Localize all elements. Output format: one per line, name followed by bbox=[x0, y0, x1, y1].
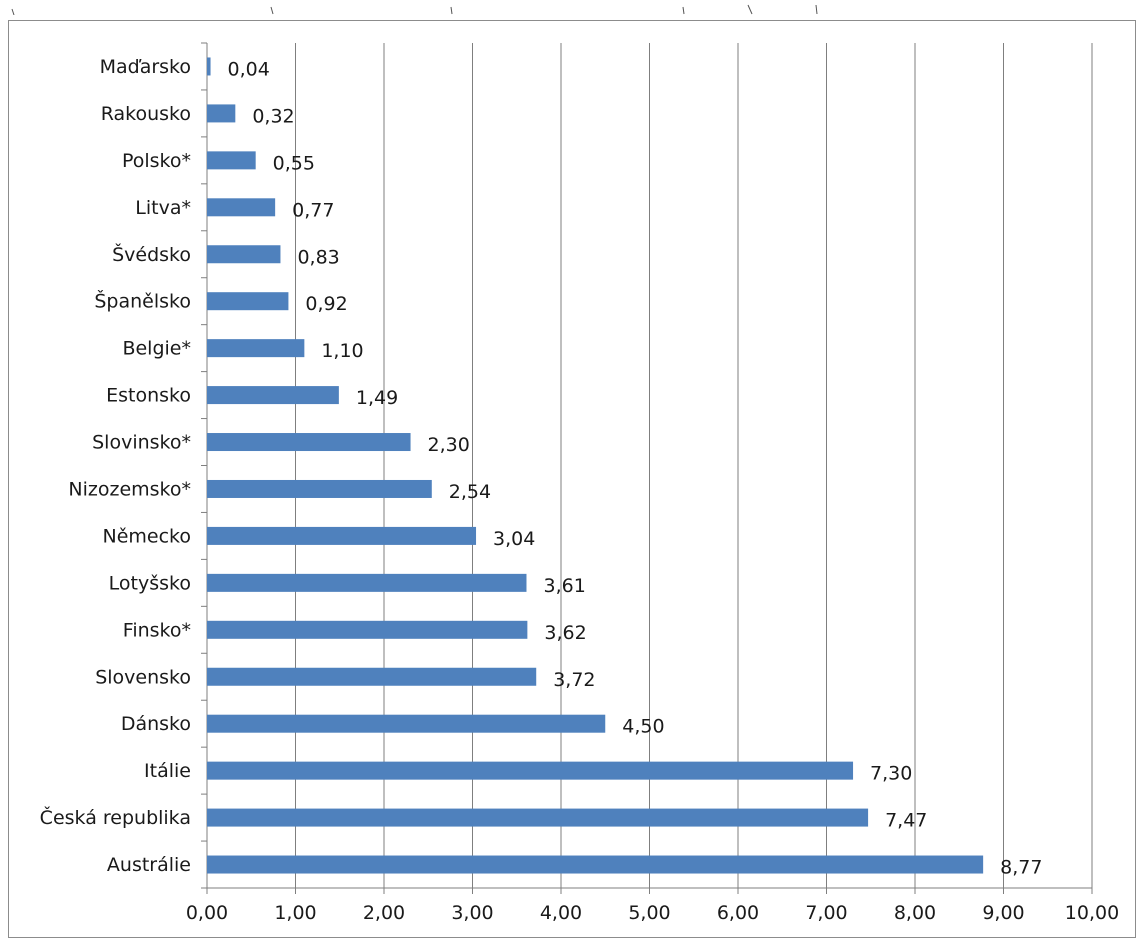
category-label: Belgie* bbox=[122, 338, 191, 360]
category-label: Španělsko bbox=[94, 289, 191, 313]
bar bbox=[207, 808, 869, 827]
clipped-text-artifact bbox=[11, 4, 818, 16]
category-label: Maďarsko bbox=[100, 56, 191, 78]
bar bbox=[207, 855, 984, 874]
bar bbox=[207, 386, 339, 405]
x-tick-label: 1,00 bbox=[274, 902, 316, 924]
bar bbox=[207, 245, 281, 264]
x-tick-label: 10,00 bbox=[1065, 902, 1119, 924]
bar bbox=[207, 151, 256, 170]
data-label: 1,10 bbox=[321, 340, 363, 362]
top-clipped-artifact bbox=[0, 0, 1141, 16]
data-label: 8,77 bbox=[1000, 857, 1042, 879]
bars bbox=[207, 57, 984, 874]
bar bbox=[207, 198, 276, 217]
data-label: 3,61 bbox=[543, 575, 585, 597]
bar bbox=[207, 433, 411, 452]
chart-frame: 0,00 1,00 2,00 3,00 4,00 5,00 6,00 7,00 8,00 9,00… bbox=[8, 20, 1136, 938]
axes bbox=[201, 42, 1093, 894]
x-tick-label: 7,00 bbox=[805, 902, 847, 924]
category-label: Finsko* bbox=[123, 619, 191, 641]
bar bbox=[207, 479, 432, 498]
category-label: Slovensko bbox=[95, 666, 191, 688]
data-label: 2,30 bbox=[428, 434, 470, 456]
data-label: 4,50 bbox=[622, 716, 664, 738]
category-label: Česká republika bbox=[40, 805, 191, 829]
data-label: 0,04 bbox=[228, 58, 270, 80]
bar bbox=[207, 292, 289, 311]
category-label: Nizozemsko* bbox=[68, 478, 191, 500]
x-tick-label: 4,00 bbox=[540, 902, 582, 924]
bar bbox=[207, 714, 606, 733]
data-label: 3,72 bbox=[553, 669, 595, 691]
bar bbox=[207, 57, 211, 76]
category-label: Lotyšsko bbox=[109, 572, 191, 594]
category-label: Austrálie bbox=[107, 854, 191, 876]
bar bbox=[207, 761, 854, 780]
category-label: Slovinsko* bbox=[92, 432, 191, 454]
x-tick-label: 9,00 bbox=[982, 902, 1024, 924]
category-label: Itálie bbox=[144, 760, 191, 782]
bar bbox=[207, 526, 477, 545]
data-label: 7,30 bbox=[870, 763, 912, 785]
bar bbox=[207, 620, 528, 639]
data-label: 1,49 bbox=[356, 387, 398, 409]
category-label: Estonsko bbox=[106, 385, 191, 407]
data-label: 7,47 bbox=[885, 810, 927, 832]
category-label: Německo bbox=[103, 525, 192, 547]
category-label: Švédsko bbox=[112, 242, 191, 266]
category-label: Dánsko bbox=[121, 713, 191, 735]
x-tick-label: 6,00 bbox=[717, 902, 759, 924]
data-label: 3,04 bbox=[493, 528, 535, 550]
x-tick-label: 3,00 bbox=[451, 902, 493, 924]
bar-chart: 0,00 1,00 2,00 3,00 4,00 5,00 6,00 7,00 8,00 9,00… bbox=[40, 42, 1120, 924]
data-label: 0,83 bbox=[297, 246, 339, 268]
data-label: 0,92 bbox=[305, 293, 347, 315]
category-label: Rakousko bbox=[101, 103, 191, 125]
bar bbox=[207, 104, 236, 123]
data-label: 2,54 bbox=[449, 481, 491, 503]
gridlines bbox=[295, 43, 1093, 888]
category-label: Polsko* bbox=[122, 150, 191, 172]
x-tick-label: 0,00 bbox=[186, 902, 228, 924]
data-label: 3,62 bbox=[544, 622, 586, 644]
bar bbox=[207, 667, 537, 686]
data-label: 0,55 bbox=[273, 152, 315, 174]
bar bbox=[207, 573, 527, 592]
bar bbox=[207, 339, 305, 358]
x-tick-label: 2,00 bbox=[363, 902, 405, 924]
x-tick-label: 5,00 bbox=[628, 902, 670, 924]
labels: 0,00 1,00 2,00 3,00 4,00 5,00 6,00 7,00 8,00 9,00… bbox=[40, 56, 1120, 924]
data-label: 0,32 bbox=[252, 105, 294, 127]
x-tick-label: 8,00 bbox=[894, 902, 936, 924]
data-label: 0,77 bbox=[292, 199, 334, 221]
category-label: Litva* bbox=[135, 197, 191, 219]
